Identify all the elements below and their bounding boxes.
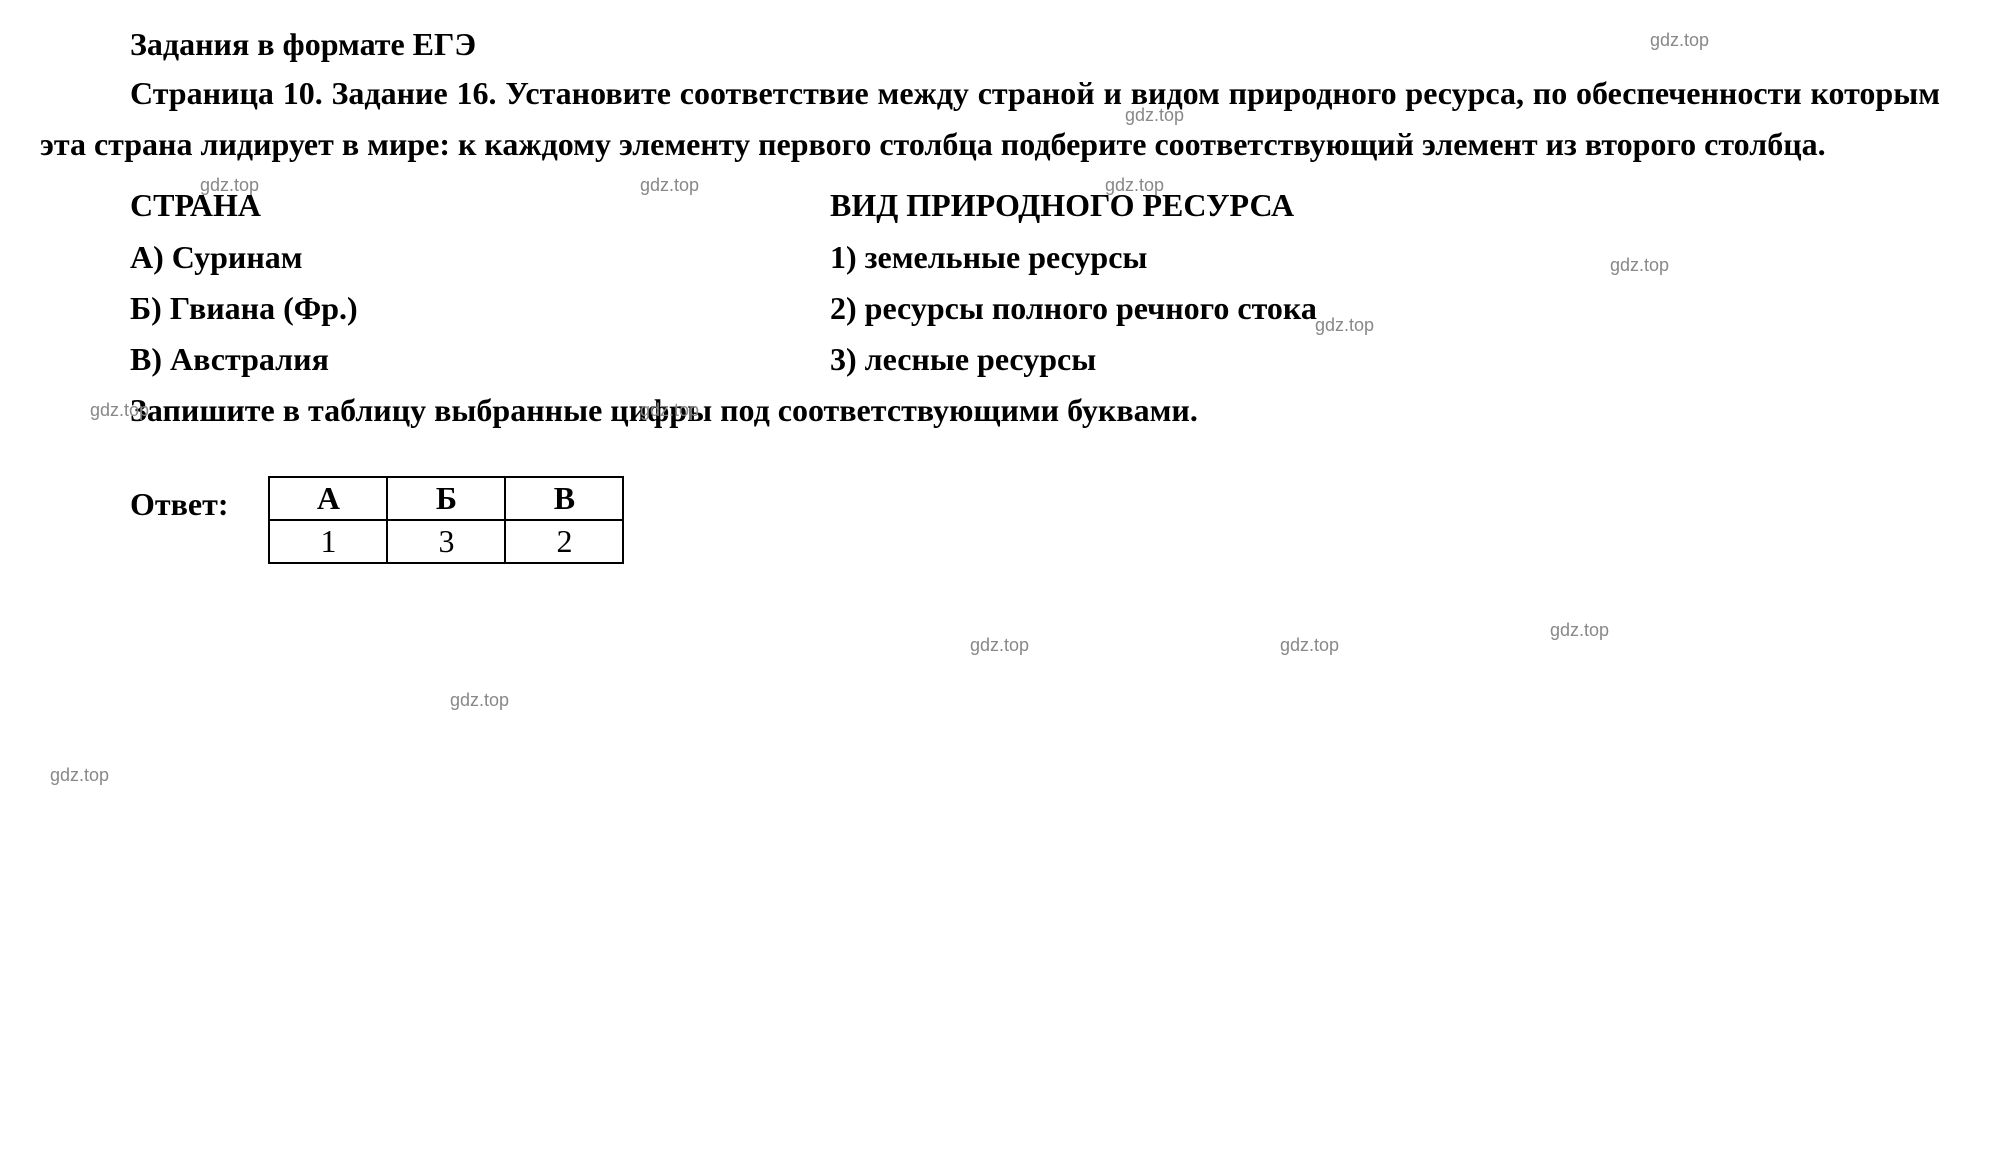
watermark-text: gdz.top [640, 400, 699, 421]
watermark-text: gdz.top [1280, 635, 1339, 656]
resource-item: 1) земельные ресурсы [830, 232, 1940, 283]
resource-item: 3) лесные ресурсы [830, 334, 1940, 385]
country-item: Б) Гвиана (Фр.) [130, 283, 830, 334]
watermark-text: gdz.top [450, 690, 509, 711]
watermark-text: gdz.top [640, 175, 699, 196]
country-key: В) [130, 341, 162, 377]
table-header-cell: В [505, 477, 623, 520]
table-header-row: А Б В [269, 477, 623, 520]
table-value-cell: 3 [387, 520, 505, 563]
resource-label: лесные ресурсы [865, 341, 1097, 377]
column-resources: ВИД ПРИРОДНОГО РЕСУРСА 1) земельные ресу… [830, 180, 1940, 385]
country-key: Б) [130, 290, 162, 326]
table-header-cell: А [269, 477, 387, 520]
resource-key: 3) [830, 341, 857, 377]
watermark-text: gdz.top [90, 400, 149, 421]
resource-item: 2) ресурсы полного речного стока [830, 283, 1940, 334]
table-header-cell: Б [387, 477, 505, 520]
country-key: А) [130, 239, 164, 275]
matching-columns: СТРАНА А) Суринам Б) Гвиана (Фр.) В) Авс… [40, 180, 1940, 385]
watermark-text: gdz.top [200, 175, 259, 196]
column-heading-resource: ВИД ПРИРОДНОГО РЕСУРСА [830, 180, 1940, 231]
table-value-row: 1 3 2 [269, 520, 623, 563]
resource-key: 1) [830, 239, 857, 275]
watermark-text: gdz.top [50, 765, 109, 786]
resource-label: земельные ресурсы [865, 239, 1148, 275]
country-label: Суринам [172, 239, 303, 275]
country-label: Австралия [170, 341, 329, 377]
answer-label: Ответ: [130, 446, 228, 523]
resource-key: 2) [830, 290, 857, 326]
instruction-text: Запишите в таблицу выбранные цифры под с… [40, 385, 1940, 436]
country-label: Гвиана (Фр.) [170, 290, 358, 326]
task-text: Страница 10. Задание 16. Установите соот… [40, 68, 1940, 170]
column-countries: СТРАНА А) Суринам Б) Гвиана (Фр.) В) Авс… [130, 180, 830, 385]
country-item: В) Австралия [130, 334, 830, 385]
watermark-text: gdz.top [1315, 315, 1374, 336]
watermark-text: gdz.top [1650, 30, 1709, 51]
watermark-text: gdz.top [1105, 175, 1164, 196]
watermark-text: gdz.top [1550, 620, 1609, 641]
table-value-cell: 1 [269, 520, 387, 563]
table-value-cell: 2 [505, 520, 623, 563]
watermark-text: gdz.top [970, 635, 1029, 656]
answer-section: Ответ: А Б В 1 3 2 [40, 446, 1940, 564]
answer-table: А Б В 1 3 2 [268, 476, 624, 564]
resource-label: ресурсы полного речного стока [865, 290, 1317, 326]
watermark-text: gdz.top [1610, 255, 1669, 276]
watermark-text: gdz.top [1125, 105, 1184, 126]
task-prefix: Страница 10. Задание 16. [130, 75, 505, 111]
country-item: А) Суринам [130, 232, 830, 283]
